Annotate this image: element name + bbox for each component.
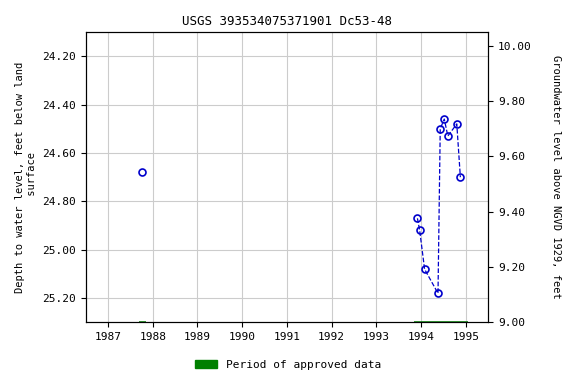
- Y-axis label: Groundwater level above NGVD 1929, feet: Groundwater level above NGVD 1929, feet: [551, 55, 561, 299]
- Y-axis label: Depth to water level, feet below land
 surface: Depth to water level, feet below land su…: [15, 61, 37, 293]
- Legend: Period of approved data: Period of approved data: [191, 356, 385, 375]
- Title: USGS 393534075371901 Dc53-48: USGS 393534075371901 Dc53-48: [182, 15, 392, 28]
